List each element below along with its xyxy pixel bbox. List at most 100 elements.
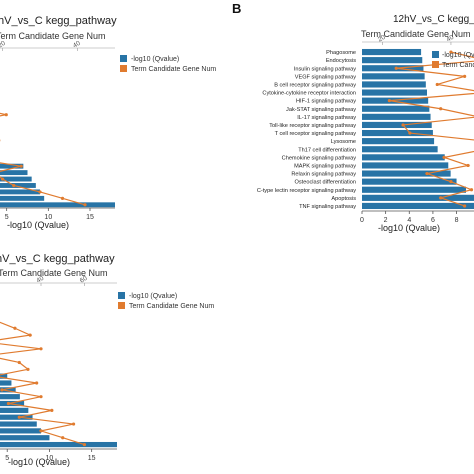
panel-b-gene-num-point	[463, 204, 467, 208]
panel-a-bottom-bar	[0, 441, 117, 448]
panel-b-x-tick-label: 4	[407, 217, 411, 224]
panel-a-bottom-gene-num-point	[13, 326, 17, 330]
panel-a-top-gene-num-point	[4, 113, 8, 117]
panel-a-bottom-bar	[0, 421, 37, 427]
panel-a-bottom-gene-num-point	[50, 408, 54, 412]
panel-a-bottom-bar	[0, 387, 16, 393]
panel-b-bar	[362, 194, 474, 201]
panel-b-gene-num-point	[439, 107, 443, 111]
panel-b-category-label: Th17 cell differentiation	[298, 147, 356, 153]
panel-b-bar	[362, 162, 449, 169]
panel-b-bar	[362, 65, 424, 72]
panel-b-bar	[362, 105, 430, 112]
legend-line-label: Term Candidate Gene Num	[131, 66, 216, 73]
panel-b-category-label: Lysosome	[331, 139, 356, 145]
panel-a-top-bar	[0, 176, 32, 182]
legend-bar-label: -log10 (Qvalue)	[131, 56, 179, 63]
panel-b-gene-num-point	[463, 74, 467, 78]
panel-b-category-label: Chemokine signaling pathway	[282, 155, 357, 161]
panel-a-top-gene-num-point	[83, 203, 87, 207]
panel-a-bottom-bar	[0, 394, 20, 400]
panel-b-bar	[362, 178, 457, 185]
panel-a-top-gene-num-point	[0, 177, 5, 181]
panel-a-top-gene-num-point	[19, 164, 23, 168]
panel-a-top-gene-num-point	[60, 196, 65, 200]
panel-a-bottom-gene-num-point	[17, 360, 21, 365]
panel-b-bar	[362, 129, 433, 137]
panel-b-category-label: C-type lectin receptor signaling pathway	[257, 188, 356, 194]
panel-b-category-label: Phagosome	[326, 50, 356, 56]
panel-b-gene-num-point	[425, 171, 429, 176]
panel-b-category-label: B cell receptor signaling pathway	[274, 82, 356, 88]
panel-a-top-bar	[0, 202, 115, 208]
panel-a-top-legend: -log10 (Qvalue) Term Candidate Gene Num	[120, 55, 216, 73]
legend-line-swatch	[120, 65, 127, 72]
panel-a-bottom-bar	[0, 414, 33, 420]
panel-a-bottom-xaxis-label: -log10 (Qvalue)	[8, 457, 70, 467]
panel-b-category-label: Relaxin signaling pathway	[291, 172, 356, 178]
panel-a-bottom-bar	[0, 435, 50, 441]
panel-a-bottom-gene-num-point	[82, 442, 87, 447]
panel-a-top-x-tick-label: 5	[5, 214, 9, 221]
panel-a-top-gene-num-point	[38, 190, 42, 194]
panel-b-bar	[362, 138, 435, 145]
legend-line-label: Term Candidate Gene Num	[129, 303, 214, 310]
panel-a-top-top-tick-label: 20	[0, 40, 7, 50]
panel-b-gene-num-point	[394, 66, 398, 70]
panel-b-category-label: IL-17 signaling pathway	[297, 115, 356, 121]
panel-b-gene-num-point	[387, 99, 391, 103]
panel-b-category-label: VEGF signaling pathway	[295, 74, 356, 80]
panel-b-bar	[362, 57, 423, 64]
panel-b-xaxis-label: -log10 (Qvalue)	[378, 223, 440, 233]
panel-b-bar	[362, 89, 427, 96]
legend-bar-label: -log10 (Qvalue)	[442, 52, 474, 59]
panel-b-category-label: Toll-like receptor signaling pathway	[269, 123, 356, 129]
panel-b-gene-num-point	[469, 188, 474, 192]
panel-b-title: 12hV_vs_C kegg_pathway	[393, 14, 474, 25]
panel-a-top-bar	[0, 170, 28, 176]
legend-line-swatch	[118, 302, 125, 309]
panel-b-category-label: HIF-1 signaling pathway	[296, 99, 356, 105]
panel-a-bottom-gene-num-point	[28, 333, 32, 337]
panel-a-top-bar	[0, 183, 36, 188]
panel-a-bottom-gene-num-point	[35, 381, 39, 385]
panel-b-bar	[362, 73, 425, 80]
panel-a-bottom-bar	[0, 428, 41, 434]
panel-b-bar	[362, 154, 445, 161]
panel-b-gene-num-point	[449, 180, 453, 184]
panel-a-top-bar	[0, 195, 45, 201]
panel-b-gene-num-point	[401, 123, 405, 127]
panel-a-top-axis-label: Term Candidate Gene Num	[0, 31, 106, 41]
panel-a-top-x-tick-label: 10	[44, 214, 52, 221]
panel-a-bottom-bar	[0, 407, 29, 413]
panel-b-bar	[362, 121, 432, 129]
panel-b-gene-num-point	[439, 196, 443, 200]
panel-a-top-chart: hV_vs_C kegg_pathway Term Candidate Gene…	[0, 15, 216, 230]
panel-b-gene-num-point	[442, 155, 446, 159]
panel-a-top-top-tick-label: 40	[72, 40, 82, 50]
panel-a-bottom-gene-num-point	[39, 429, 43, 433]
panel-b-category-label: Endocytosis	[326, 58, 356, 64]
panel-a-bottom-gene-num-point	[0, 388, 4, 392]
panel-a-bottom-gene-num-point	[71, 422, 76, 426]
panel-a-bottom-x-tick-label: 10	[46, 455, 54, 462]
panel-b-category-label: Jak-STAT signaling pathway	[286, 107, 356, 113]
panel-a-bottom-gene-num-point	[39, 347, 43, 351]
panel-a-bottom-gene-num-point	[17, 415, 21, 419]
panel-a-top-xaxis-label: -log10 (Qvalue)	[7, 220, 69, 230]
panel-a-bottom-gene-num-point	[61, 436, 65, 440]
panel-b-label: B	[232, 1, 241, 16]
panel-b-x-tick-label: 6	[431, 217, 435, 224]
panel-a-top-title: hV_vs_C kegg_pathway	[0, 15, 117, 27]
panel-b-gene-num-point	[449, 50, 453, 54]
panel-a-top-x-tick-label: 15	[86, 214, 94, 221]
panel-b-gene-num-point	[435, 82, 439, 87]
panel-b-top-axis-label: Term Candidate Gene Num	[361, 29, 471, 39]
panel-b-bar	[362, 146, 438, 153]
panel-a-bottom-top-tick-label: 40	[35, 275, 45, 285]
panel-b-bar	[362, 186, 466, 193]
panel-b-bar	[362, 81, 426, 88]
panel-b-bar	[362, 48, 422, 56]
panel-a-top-gene-num-point	[12, 183, 16, 188]
